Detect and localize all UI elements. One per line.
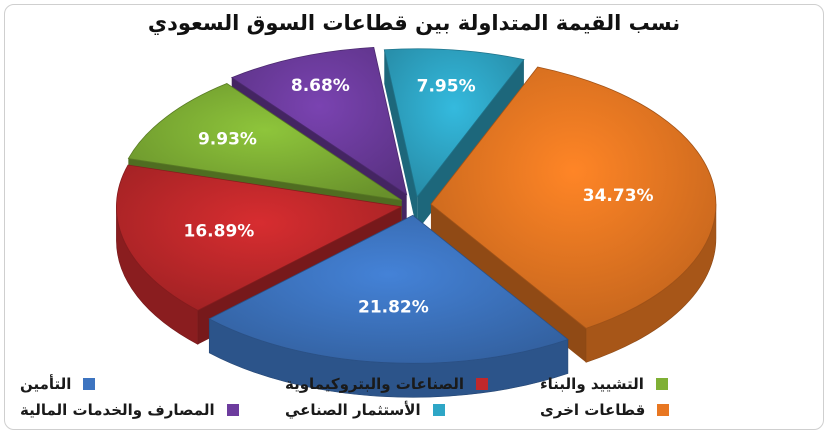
legend-label-banks: المصارف والخدمات المالية bbox=[20, 401, 215, 419]
slice-banks bbox=[230, 46, 408, 196]
data-label-others: 34.73% bbox=[583, 186, 654, 206]
slice-others bbox=[430, 66, 717, 329]
legend-swatch-takaful bbox=[83, 378, 96, 390]
legend-swatch-others bbox=[657, 404, 670, 416]
pie-slices bbox=[116, 46, 717, 364]
legend-item-industrial: الأستثمار الصناعي bbox=[285, 398, 535, 422]
data-label-banks: 8.68% bbox=[291, 76, 350, 96]
slice-industrial bbox=[383, 48, 525, 198]
legend-label-industrial: الأستثمار الصناعي bbox=[285, 401, 421, 419]
slice-petrochem bbox=[116, 164, 403, 311]
legend-label-petrochem: الصناعات والبتروكيماوية bbox=[285, 375, 465, 393]
chart-legend: التأمين الصناعات والبتروكيماوية التشييد … bbox=[20, 366, 800, 426]
data-label-industrial: 7.95% bbox=[417, 76, 476, 96]
slice-construction bbox=[127, 83, 402, 201]
legend-item-petrochem: الصناعات والبتروكيماوية bbox=[285, 372, 535, 396]
slice-wall-industrial bbox=[384, 49, 418, 231]
slice-takaful bbox=[208, 214, 569, 364]
legend-label-takaful: التأمين bbox=[20, 375, 72, 393]
chart-title: نسب القيمة المتداولة بين قطاعات السوق ال… bbox=[147, 11, 681, 35]
legend-item-banks: المصارف والخدمات المالية bbox=[20, 398, 270, 422]
legend-label-others: قطاعات اخرى bbox=[540, 401, 646, 419]
legend-item-others: قطاعات اخرى bbox=[540, 398, 790, 422]
legend-swatch-construction bbox=[655, 378, 668, 390]
data-label-construction: 9.93% bbox=[198, 130, 257, 150]
legend-label-construction: التشييد والبناء bbox=[540, 375, 644, 393]
legend-swatch-industrial bbox=[432, 404, 445, 416]
pie-data-labels: 34.73% 21.82% 16.89% 9.93% 8.68% 7.95% bbox=[184, 76, 654, 318]
data-label-takaful: 21.82% bbox=[358, 298, 429, 318]
legend-swatch-petrochem bbox=[476, 378, 489, 390]
data-label-petrochem: 16.89% bbox=[184, 221, 255, 241]
legend-item-takaful: التأمين bbox=[20, 372, 270, 396]
legend-item-construction: التشييد والبناء bbox=[540, 372, 790, 396]
legend-swatch-banks bbox=[226, 404, 239, 416]
